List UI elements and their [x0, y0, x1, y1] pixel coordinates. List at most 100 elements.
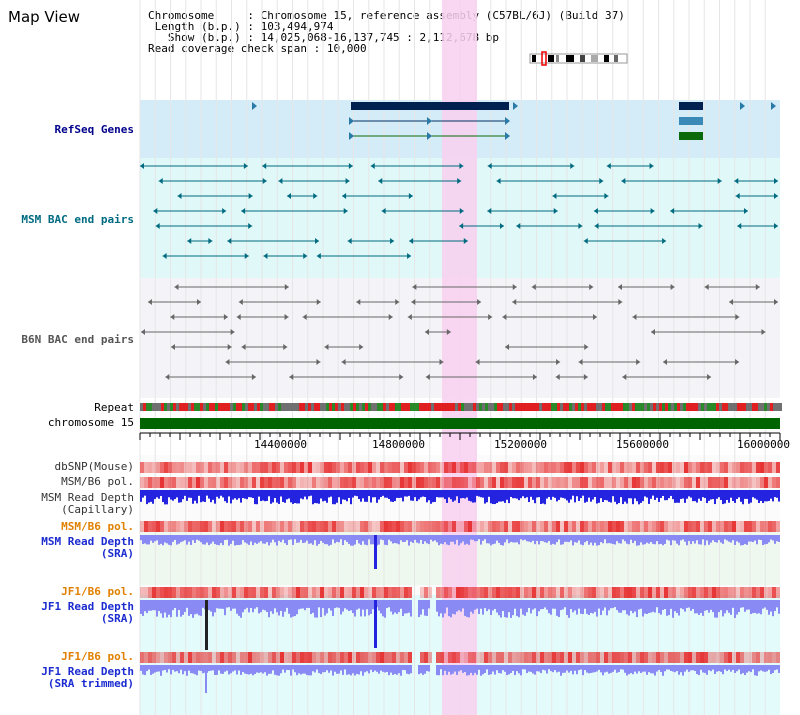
- depth-bar: [186, 535, 188, 545]
- depth-bar: [654, 490, 656, 500]
- depth-bar: [292, 665, 294, 670]
- heat-cell: [552, 587, 556, 598]
- track-label-msm-depth-capillary[interactable]: MSM Read Depth (Capillary): [41, 491, 134, 516]
- depth-bar: [532, 490, 534, 500]
- track-label-refseq[interactable]: RefSeq Genes: [54, 123, 134, 136]
- depth-bar: [598, 665, 600, 670]
- depth-bar: [246, 535, 248, 544]
- depth-bar: [496, 665, 498, 671]
- heat-cell: [652, 462, 656, 473]
- track-label-msm-b6-pol-2[interactable]: MSM/B6 pol.: [61, 520, 134, 533]
- heat-cell: [276, 652, 280, 663]
- track-label-jf1-depth-trimmed[interactable]: JF1 Read Depth (SRA trimmed): [41, 665, 134, 690]
- depth-bar: [300, 665, 302, 675]
- heat-cell: [664, 521, 668, 532]
- depth-bar: [734, 490, 736, 503]
- depth-bar: [536, 490, 538, 498]
- depth-bar: [690, 535, 692, 545]
- heat-cell: [716, 587, 720, 598]
- track-label-msm-bac[interactable]: MSM BAC end pairs: [21, 213, 134, 226]
- track-label-jf1-b6-pol-2[interactable]: JF1/B6 pol.: [61, 650, 134, 663]
- depth-bar: [146, 600, 148, 614]
- depth-bar: [608, 600, 610, 611]
- depth-bar: [424, 600, 426, 616]
- depth-bar: [400, 490, 402, 498]
- heat-cell: [480, 587, 484, 598]
- axis-tick-label: 15600000: [616, 438, 669, 451]
- depth-bar: [760, 535, 762, 541]
- track-label-dbsnp[interactable]: dbSNP(Mouse): [54, 460, 134, 473]
- heat-cell: [776, 521, 780, 532]
- depth-bar: [210, 535, 212, 544]
- depth-bar: [582, 665, 584, 676]
- heat-cell: [200, 477, 204, 488]
- repeat-segment: [209, 403, 212, 411]
- repeat-segment: [287, 403, 290, 411]
- repeat-segment: [359, 403, 362, 411]
- track-label-jf1-b6-pol[interactable]: JF1/B6 pol.: [61, 585, 134, 598]
- depth-bar: [174, 535, 176, 540]
- repeat-segment: [704, 403, 707, 411]
- msm-bac-end: [140, 163, 145, 169]
- depth-bar: [358, 665, 360, 675]
- depth-bar: [682, 490, 684, 499]
- heat-cell: [332, 652, 336, 663]
- depth-bar: [176, 490, 178, 498]
- depth-bar: [658, 490, 660, 502]
- depth-bar: [552, 665, 554, 673]
- repeat-segment: [200, 403, 203, 411]
- track-label-msm-b6-pol[interactable]: MSM/B6 pol.: [61, 475, 134, 488]
- region-info: Chromosome : Chromosome 15, reference as…: [148, 9, 625, 55]
- heat-cell: [696, 652, 700, 663]
- depth-bar: [224, 535, 226, 541]
- heat-cell: [664, 587, 668, 598]
- depth-bar: [594, 490, 596, 497]
- heat-cell: [188, 587, 192, 598]
- b6n-bac-end: [505, 344, 510, 350]
- depth-bar: [514, 665, 516, 676]
- depth-bar: [742, 535, 744, 546]
- depth-bar: [234, 665, 236, 671]
- heat-cell: [728, 477, 732, 488]
- track-label-msm-depth-sra[interactable]: MSM Read Depth (SRA): [41, 535, 134, 560]
- b6n-bac-end: [284, 314, 289, 320]
- depth-bar: [498, 600, 500, 616]
- depth-bar: [234, 490, 236, 499]
- depth-bar: [588, 490, 590, 498]
- b6n-bac-end: [284, 284, 289, 290]
- ideogram-band: [604, 55, 609, 62]
- heat-cell: [572, 477, 576, 488]
- heat-cell: [732, 521, 736, 532]
- msm-bac-end: [606, 163, 611, 169]
- heat-cell: [168, 587, 172, 598]
- track-label-jf1-depth-sra[interactable]: JF1 Read Depth (SRA): [41, 600, 134, 625]
- b6n-bac-end: [141, 329, 146, 335]
- depth-bar: [568, 490, 570, 503]
- depth-bar: [488, 535, 490, 544]
- depth-bar: [352, 600, 354, 614]
- b6n-bac-end: [475, 359, 480, 365]
- depth-bar: [538, 535, 540, 545]
- depth-bar: [640, 665, 642, 673]
- heat-cell: [240, 587, 244, 598]
- depth-bar: [142, 535, 144, 545]
- heat-cell: [372, 587, 376, 598]
- depth-bar: [304, 490, 306, 497]
- depth-bar: [348, 490, 350, 498]
- depth-bar: [424, 665, 426, 674]
- b6n-bac-end: [283, 344, 288, 350]
- depth-bar: [426, 600, 428, 616]
- depth-bar: [750, 490, 752, 503]
- depth-bar: [704, 665, 706, 673]
- heat-cell: [640, 587, 644, 598]
- depth-bar: [396, 665, 398, 675]
- depth-bar: [468, 535, 470, 545]
- depth-bar: [768, 665, 770, 670]
- heat-cell: [192, 462, 196, 473]
- track-label-b6n-bac[interactable]: B6N BAC end pairs: [21, 333, 134, 346]
- depth-bar: [492, 665, 494, 672]
- repeat-segment: [251, 403, 254, 411]
- repeat-segment: [431, 403, 434, 411]
- heat-cell: [220, 587, 224, 598]
